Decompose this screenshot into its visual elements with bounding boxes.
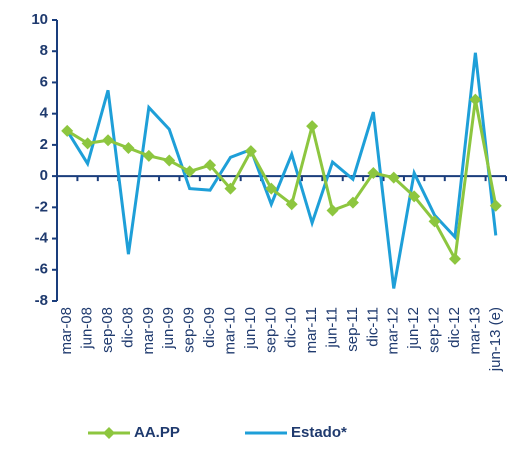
point — [142, 149, 155, 162]
x-tick-label: mar-10 — [221, 307, 238, 355]
point — [265, 182, 278, 195]
point — [489, 199, 502, 212]
x-tick-label: jun-11 — [323, 307, 340, 349]
x-tick-label: mar-09 — [140, 307, 157, 355]
y-tick-label: -8 — [35, 292, 48, 309]
x-tick-label: mar-12 — [385, 307, 402, 355]
point — [163, 154, 176, 167]
y-tick-label: 10 — [31, 11, 48, 28]
point — [346, 196, 359, 209]
y-tick-label: -6 — [35, 261, 48, 278]
y-tick-label: 2 — [40, 136, 48, 153]
point — [306, 120, 319, 133]
x-tick-label: sep-08 — [99, 307, 116, 353]
point — [244, 145, 257, 158]
y-tick-label: -4 — [35, 230, 49, 247]
y-tick-label: 4 — [40, 105, 49, 122]
point — [102, 134, 115, 147]
y-tick-label: 8 — [40, 42, 48, 59]
x-tick-label: jun-09 — [160, 307, 177, 350]
point — [326, 204, 339, 217]
series-line — [65, 52, 498, 289]
point — [285, 198, 298, 211]
x-tick-label: mar-11 — [303, 307, 320, 353]
point — [224, 182, 237, 195]
y-tick-label: 6 — [40, 73, 48, 90]
x-tick-label: jun-10 — [242, 307, 259, 350]
point — [428, 215, 441, 228]
x-tick-label: sep-10 — [262, 307, 279, 353]
legend-label: AA.PP — [134, 424, 180, 441]
x-tick-label: dic-12 — [446, 307, 463, 348]
y-tick-label: -2 — [35, 198, 48, 215]
point — [183, 165, 196, 178]
legend-label: Estado* — [291, 424, 347, 441]
x-tick-label: mar-08 — [58, 307, 75, 355]
point — [122, 142, 135, 155]
x-tick-label: jun-12 — [405, 307, 422, 350]
x-tick-label: sep-12 — [426, 307, 443, 353]
point — [61, 124, 74, 137]
series-line — [66, 99, 498, 264]
x-tick-label: dic-08 — [119, 307, 136, 348]
point — [367, 166, 380, 179]
point — [448, 252, 461, 265]
x-tick-label: dic-11 — [364, 307, 381, 347]
x-tick-label: dic-09 — [201, 307, 218, 348]
point — [469, 93, 482, 106]
y-tick-label: 0 — [40, 167, 48, 184]
point — [81, 137, 94, 150]
point — [204, 159, 217, 172]
x-tick-label: dic-10 — [283, 307, 300, 348]
x-tick-label: mar-13 — [466, 307, 483, 355]
point — [408, 190, 421, 203]
x-tick-label: sep-09 — [181, 307, 198, 353]
legend-marker — [103, 427, 115, 439]
x-tick-label: jun-13 (e) — [487, 307, 504, 372]
point — [387, 171, 400, 184]
x-tick-label: sep-11 — [344, 307, 361, 352]
x-tick-label: jun-08 — [79, 307, 96, 350]
